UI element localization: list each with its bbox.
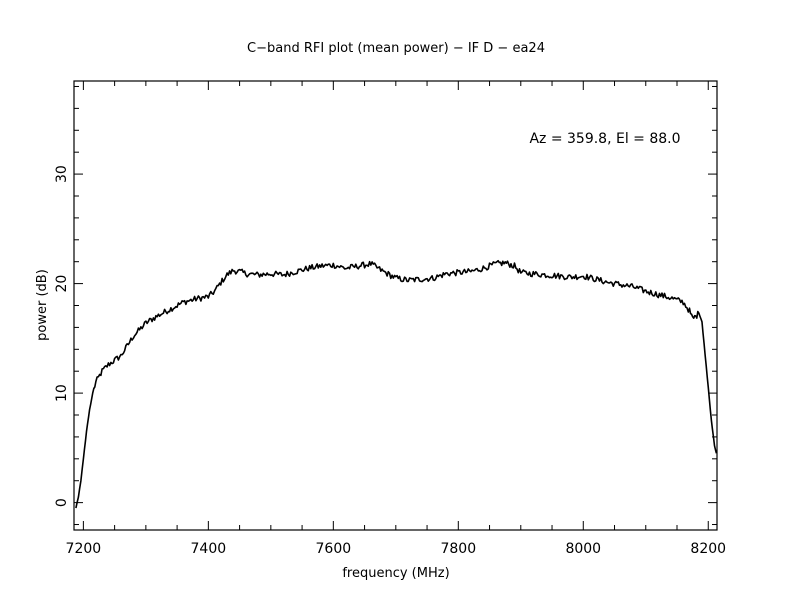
x-tick-label: 8200	[690, 541, 726, 557]
y-tick-label: 20	[54, 275, 70, 293]
plot-frame	[73, 80, 718, 531]
x-tick-label: 8000	[565, 541, 601, 557]
x-tick-label: 7800	[440, 541, 476, 557]
pointing-annotation: Az = 359.8, El = 88.0	[529, 131, 680, 147]
y-tick-label: 30	[54, 165, 70, 183]
y-tick-label: 10	[54, 384, 70, 402]
y-tick-label: 0	[54, 498, 70, 507]
x-tick-labels: 7200 7400 7600 7800 8000 8200	[66, 541, 727, 557]
y-axis-label: power (dB)	[35, 269, 50, 341]
axis-ticks	[74, 81, 717, 530]
chart-title: C−band RFI plot (mean power) − IF D − ea…	[247, 41, 545, 56]
x-axis-label: frequency (MHz)	[342, 566, 449, 581]
x-tick-label: 7400	[191, 541, 227, 557]
power-series-line	[75, 259, 718, 509]
x-tick-label: 7600	[316, 541, 352, 557]
x-tick-label: 7200	[66, 541, 102, 557]
y-tick-labels: 0 10 20 30	[54, 165, 70, 507]
